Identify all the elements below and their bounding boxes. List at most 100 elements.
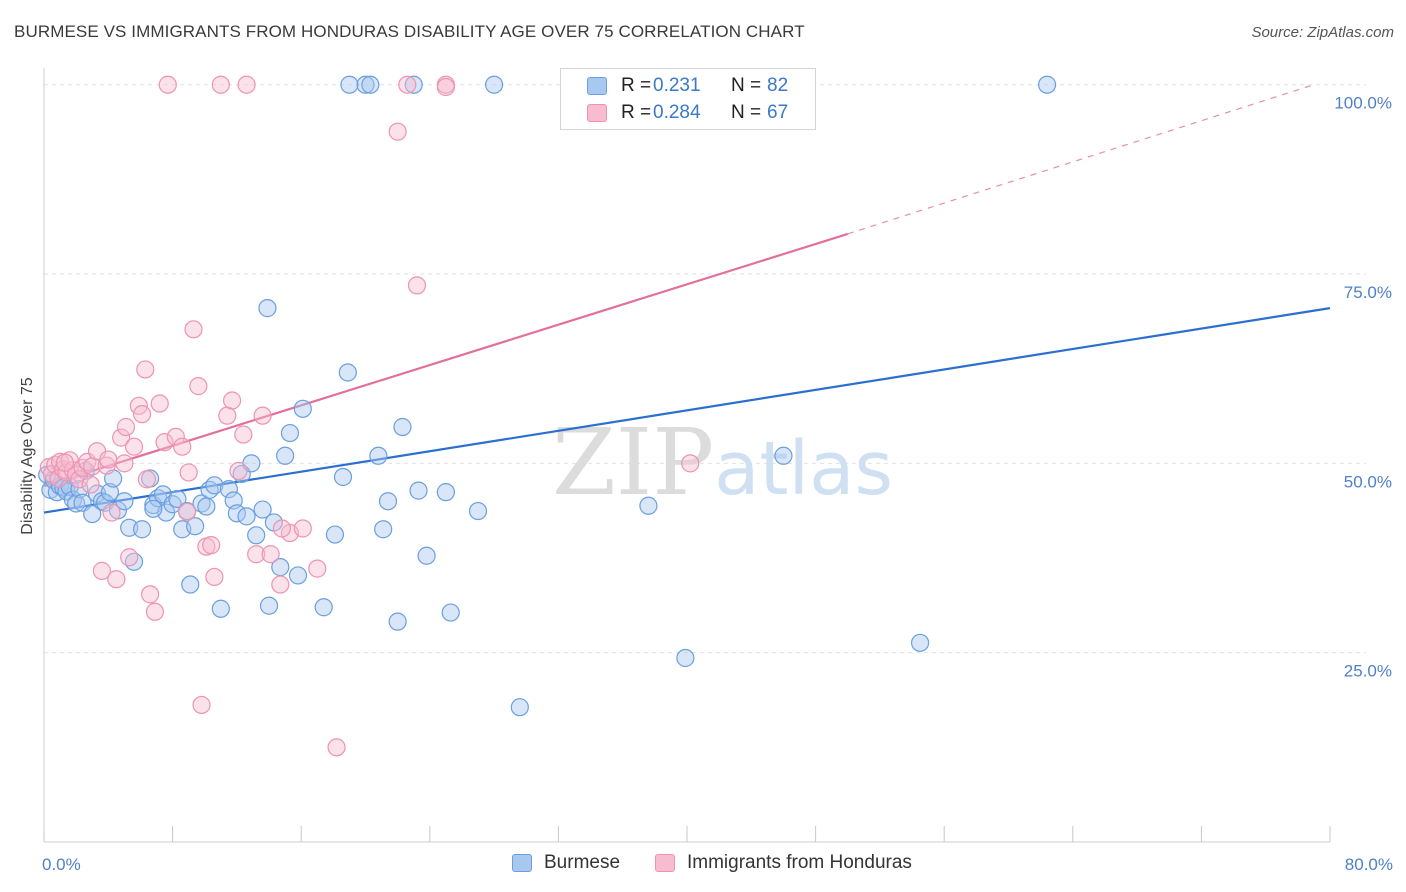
honduras-point <box>158 75 177 94</box>
burmese-point <box>197 497 216 516</box>
honduras-point <box>211 75 230 94</box>
burmese-point <box>774 446 793 465</box>
honduras-point <box>73 458 92 478</box>
honduras-point <box>407 276 427 295</box>
burmese-point <box>436 483 455 502</box>
honduras-point <box>222 391 242 410</box>
burmese-point <box>186 517 205 536</box>
honduras-point <box>398 75 417 94</box>
data-points <box>38 75 1057 757</box>
y-tick-label: 50.0% <box>1344 472 1392 491</box>
burmese-point <box>276 446 295 465</box>
honduras-point <box>202 536 221 555</box>
honduras-point <box>92 561 111 580</box>
gridlines <box>44 84 1366 654</box>
honduras-point <box>112 428 131 447</box>
chart-title: BURMESE VS IMMIGRANTS FROM HONDURAS DISA… <box>14 22 805 41</box>
honduras-point <box>177 502 197 521</box>
burmese-point <box>144 499 163 518</box>
burmese-point <box>338 363 357 382</box>
honduras-point <box>271 575 290 594</box>
burmese-point <box>374 520 393 539</box>
burmese-point <box>393 417 412 437</box>
burmese-point <box>404 75 423 94</box>
burmese-point <box>441 603 460 622</box>
honduras-point <box>179 463 198 482</box>
y-tick-label: 25.0% <box>1344 662 1392 681</box>
trend-lines <box>43 84 1331 514</box>
burmese-point <box>388 612 407 631</box>
watermark: ZIPatlas <box>552 409 893 516</box>
burmese-point <box>1037 75 1057 94</box>
honduras-point <box>192 695 211 715</box>
legend-item-burmese[interactable]: Burmese <box>512 852 620 874</box>
burmese-point <box>280 423 300 443</box>
legend-label-burmese: Burmese <box>544 852 621 873</box>
honduras-point <box>99 450 118 469</box>
honduras-point <box>120 548 139 567</box>
burmese-point <box>253 500 272 519</box>
honduras-point <box>81 475 100 494</box>
burmese-point <box>293 399 312 418</box>
honduras-point <box>261 545 280 564</box>
burmese-point <box>676 648 695 668</box>
burmese-point <box>247 526 266 545</box>
r-label: R = <box>621 75 652 96</box>
burmese-point <box>409 481 428 500</box>
burmese-point <box>369 446 388 465</box>
burmese-point <box>314 598 333 617</box>
y-tick-label: 100.0% <box>1334 94 1392 113</box>
burmese-point <box>211 599 230 618</box>
honduras-point <box>124 437 144 456</box>
legend-label-honduras: Immigrants from Honduras <box>687 852 912 873</box>
honduras-point <box>218 406 237 425</box>
series-legend: Burmese Immigrants from Honduras <box>0 852 1406 878</box>
burmese-point <box>910 633 930 652</box>
burmese-point <box>100 483 120 502</box>
burmese-point <box>219 480 238 499</box>
burmese-point <box>153 485 173 504</box>
honduras-point <box>293 519 312 538</box>
burmese-point <box>378 492 398 511</box>
honduras-point <box>189 377 208 396</box>
honduras-point <box>173 437 192 456</box>
burmese-point <box>132 520 152 539</box>
burmese-point <box>205 476 224 495</box>
honduras-point <box>308 559 327 578</box>
axes <box>43 68 1331 843</box>
burmese-point <box>237 507 256 526</box>
honduras-point <box>272 519 292 538</box>
tick-labels: 25.0% 50.0% 75.0% 100.0% 0.0% 80.0% <box>42 94 1393 874</box>
source-label: Source: ZipAtlas.com <box>1251 24 1394 41</box>
honduras-point <box>145 602 165 621</box>
honduras-point <box>253 406 272 425</box>
honduras-point <box>229 461 248 481</box>
honduras-point <box>102 503 121 522</box>
n-label: N = <box>731 75 762 96</box>
honduras-point <box>55 453 74 472</box>
burmese-point <box>340 75 359 94</box>
honduras-swatch <box>655 854 675 872</box>
burmese-trend-line <box>43 307 1331 514</box>
honduras-point <box>436 77 455 97</box>
burmese-point <box>115 492 134 511</box>
honduras-point <box>184 320 203 339</box>
honduras-trend-extension <box>847 84 1315 235</box>
burmese-point <box>417 546 436 565</box>
burmese-point <box>288 566 308 585</box>
honduras-point <box>388 122 407 141</box>
honduras-point <box>136 360 155 379</box>
correlation-legend: R = 0.231 N = 82 R = 0.284 N = 67 <box>560 68 816 130</box>
y-tick-label: 75.0% <box>1344 283 1392 302</box>
burmese-point <box>639 496 658 515</box>
burmese-point <box>485 75 504 94</box>
honduras-point <box>140 585 160 604</box>
r-value: 0.231 <box>653 75 701 96</box>
x-tick-label: 80.0% <box>1345 855 1393 874</box>
x-tick-label: 0.0% <box>42 855 81 874</box>
honduras-point <box>327 738 346 757</box>
honduras-point <box>681 454 700 473</box>
honduras-point <box>155 433 174 452</box>
legend-item-honduras[interactable]: Immigrants from Honduras <box>655 852 912 874</box>
